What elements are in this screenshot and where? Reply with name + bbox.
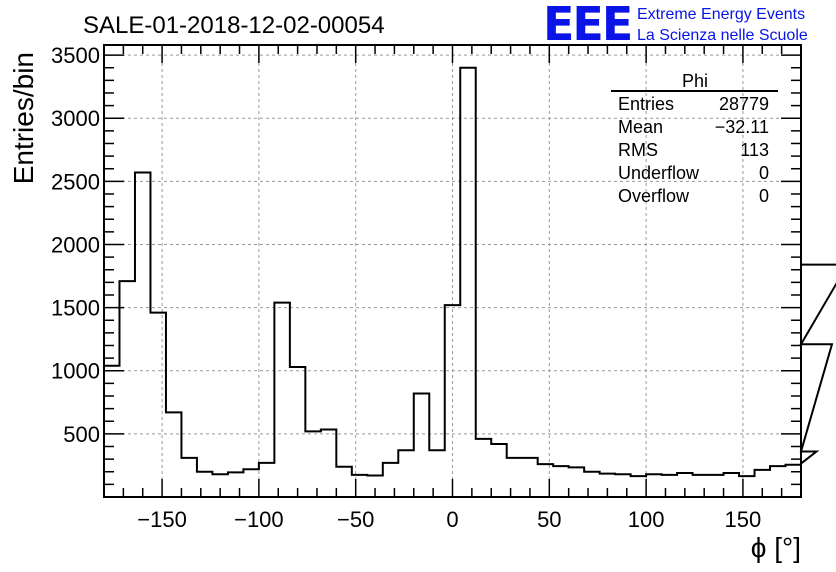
y-tick-label: 3000 — [51, 106, 100, 131]
histogram-bin — [150, 313, 165, 497]
histogram-bin — [429, 450, 444, 497]
stats-box-title: Phi — [682, 71, 708, 91]
y-tick-labels: 500 1000 1500 2000 2500 3000 3500 — [51, 43, 100, 447]
stats-row-value: 28779 — [719, 94, 769, 114]
histogram-bin — [228, 472, 243, 497]
eee-logo-line2: La Scienza nelle Scuole — [637, 27, 808, 44]
stats-row-value: 113 — [740, 140, 769, 160]
x-axis-title: ϕ [°] — [751, 532, 801, 563]
histogram-bin — [786, 465, 801, 497]
stats-row-label: Entries — [618, 94, 674, 114]
histogram-outline — [103, 66, 836, 497]
histogram-bin — [398, 450, 413, 497]
stats-row-value: −32.11 — [715, 117, 769, 137]
chart-title: SALE-01-2018-12-02-00054 — [83, 12, 385, 39]
histogram-bin — [197, 472, 212, 497]
plot-frame — [103, 44, 802, 498]
stats-row-label: Mean — [618, 117, 663, 137]
histogram-bin — [770, 466, 785, 497]
histogram-bin — [491, 444, 506, 497]
y-tick-label: 1000 — [51, 359, 100, 384]
x-tick-label: −50 — [337, 507, 374, 532]
x-tick-label: 50 — [537, 507, 561, 532]
histogram-bin — [569, 467, 584, 497]
stats-row-value: 0 — [759, 163, 769, 183]
stats-row-value: 0 — [759, 186, 769, 206]
histogram-bin — [553, 466, 568, 497]
x-tick-label: −150 — [137, 507, 187, 532]
stats-box: Phi Entries 28779 Mean −32.11 RMS 113 Underflo… — [611, 71, 778, 206]
eee-logo-line1: Extreme Energy Events — [637, 6, 805, 23]
histogram-bin — [445, 305, 460, 497]
histogram-bin — [383, 463, 398, 497]
histogram-bin — [259, 463, 274, 497]
histogram-bin — [615, 474, 630, 497]
histogram-bin — [104, 366, 119, 497]
y-tick-label: 1500 — [51, 296, 100, 321]
stats-row-label: Underflow — [618, 163, 700, 183]
histogram-bin — [507, 458, 522, 497]
eee-logo: EEE Extreme Energy Events La Scienza nel… — [543, 0, 808, 51]
x-tick-label: −100 — [234, 507, 284, 532]
y-tick-label: 2500 — [51, 169, 100, 194]
y-axis-title: Entries/bin — [8, 52, 39, 184]
histogram-series — [103, 66, 836, 497]
stats-row-label: Overflow — [618, 186, 690, 206]
histogram-bin — [119, 281, 134, 497]
x-tick-label: 150 — [725, 507, 762, 532]
histogram-bin — [336, 467, 351, 497]
histogram-bin — [274, 303, 289, 497]
histogram-bin — [724, 473, 739, 497]
histogram-bin — [662, 475, 677, 497]
x-tick-labels: −150 −100 −50 0 50 100 150 — [137, 507, 761, 532]
histogram-bin — [631, 476, 646, 497]
histogram-bin — [290, 367, 305, 497]
histogram-bin — [476, 439, 491, 497]
histogram-bin — [708, 475, 723, 497]
histogram-bin — [166, 412, 181, 497]
histogram-bin — [305, 431, 320, 497]
y-tick-label: 500 — [63, 422, 100, 447]
histogram-bin — [693, 475, 708, 497]
histogram-bin — [739, 476, 754, 497]
histogram-bin — [352, 475, 367, 497]
histogram-bin — [243, 469, 258, 497]
histogram-bin — [414, 393, 429, 497]
histogram-bin — [646, 474, 661, 497]
histogram-bin — [135, 173, 150, 497]
eee-logo-mark: EEE — [543, 0, 631, 51]
x-tick-label: 0 — [446, 507, 458, 532]
y-tick-label: 3500 — [51, 43, 100, 68]
x-tick-label: 100 — [628, 507, 665, 532]
histogram-bin — [538, 464, 553, 497]
histogram-bin — [181, 458, 196, 497]
histogram-bin — [584, 472, 599, 497]
histogram-bin — [321, 429, 336, 497]
stats-row-label: RMS — [618, 140, 658, 160]
histogram-bin — [460, 68, 475, 497]
y-tick-label: 2000 — [51, 232, 100, 257]
